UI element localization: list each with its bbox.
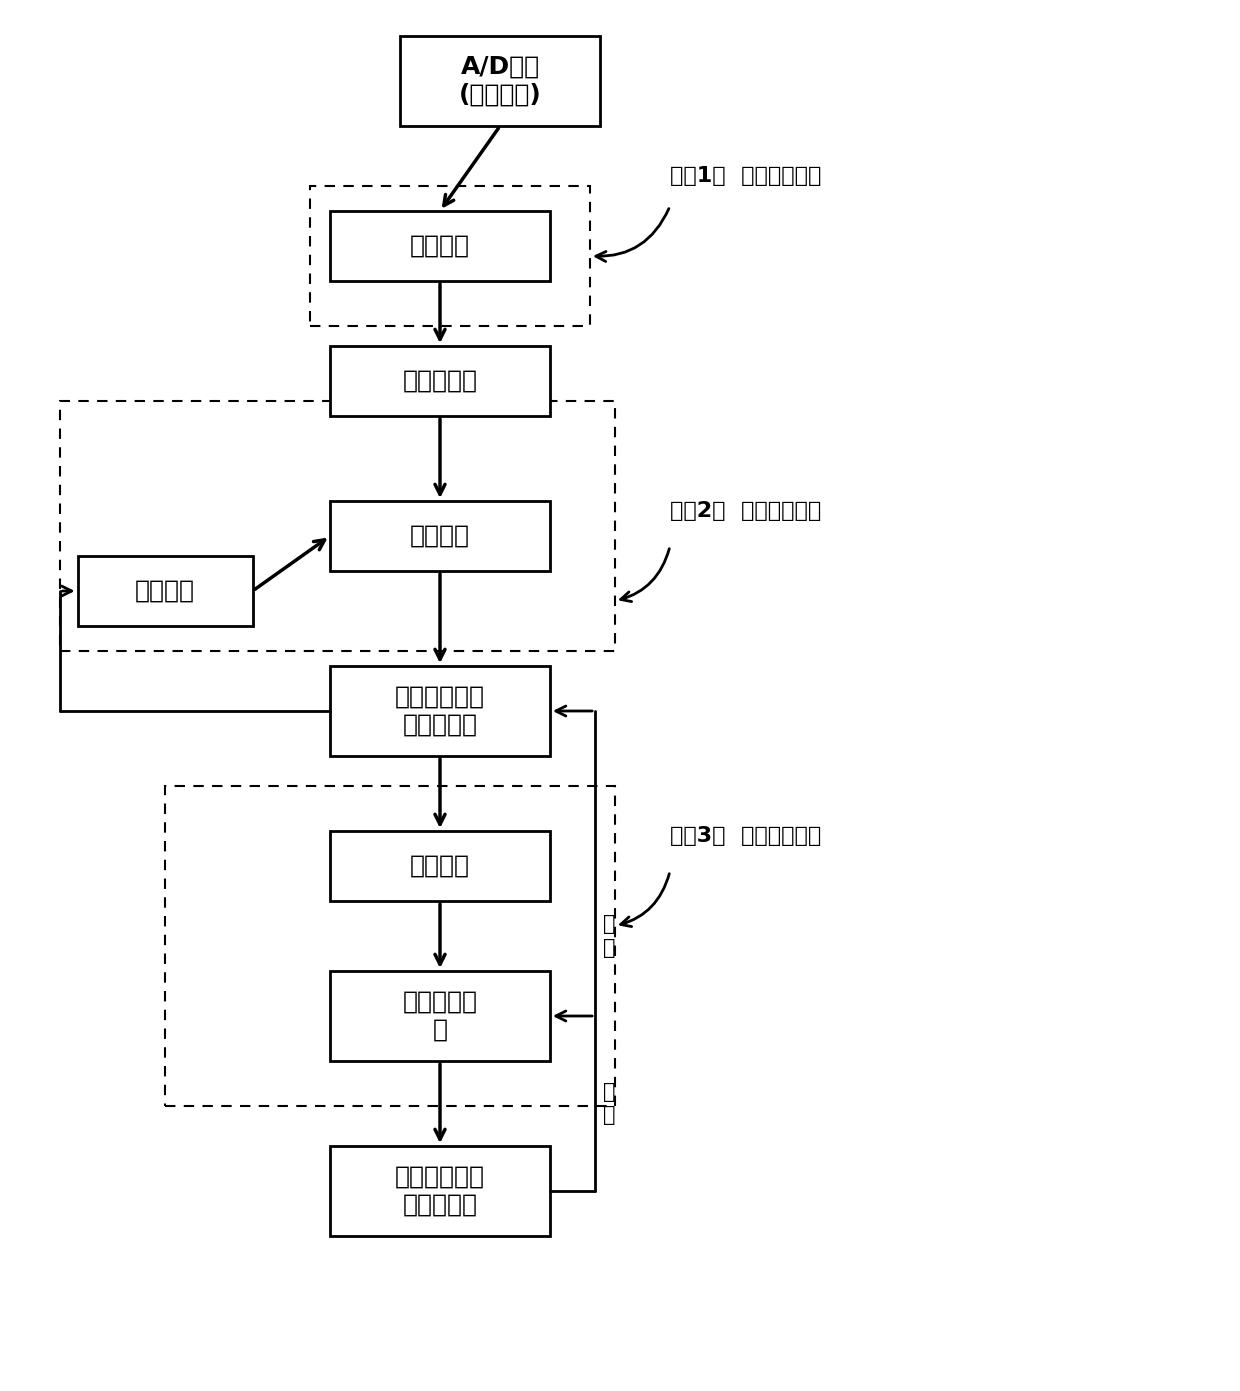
Text: 自适应滤波
器: 自适应滤波 器 <box>403 990 477 1042</box>
Text: A/D转换
(硬件采样): A/D转换 (硬件采样) <box>459 56 542 107</box>
Text: 调制信号: 调制信号 <box>410 524 470 548</box>
Bar <box>330 501 551 570</box>
Bar <box>330 1146 551 1237</box>
Text: 计算脉宽与幅
度映射关系: 计算脉宽与幅 度映射关系 <box>396 686 485 737</box>
Bar <box>310 186 590 325</box>
Text: 低通滤波器: 低通滤波器 <box>403 369 477 394</box>
Text: 反
馈: 反 馈 <box>603 914 615 957</box>
Bar <box>330 346 551 416</box>
Text: 策略3：  消除低频干扰: 策略3： 消除低频干扰 <box>670 826 821 846</box>
Text: 信噪比优化后
的生理信号: 信噪比优化后 的生理信号 <box>396 1166 485 1217</box>
Bar <box>165 786 615 1106</box>
Text: 脉宽系数: 脉宽系数 <box>135 579 195 604</box>
Bar <box>401 36 600 127</box>
Bar <box>60 401 615 651</box>
Text: 解调信号: 解调信号 <box>410 854 470 878</box>
Bar <box>330 971 551 1061</box>
Text: 反
馈: 反 馈 <box>603 1082 615 1125</box>
Text: 策略2：  提升采样精度: 策略2： 提升采样精度 <box>670 501 821 522</box>
Bar <box>330 211 551 281</box>
Bar <box>77 556 253 626</box>
Text: 策略1：  消除高频噪声: 策略1： 消除高频噪声 <box>670 166 821 186</box>
Text: 载波信号: 载波信号 <box>410 234 470 257</box>
Bar <box>330 830 551 901</box>
Bar <box>330 666 551 755</box>
